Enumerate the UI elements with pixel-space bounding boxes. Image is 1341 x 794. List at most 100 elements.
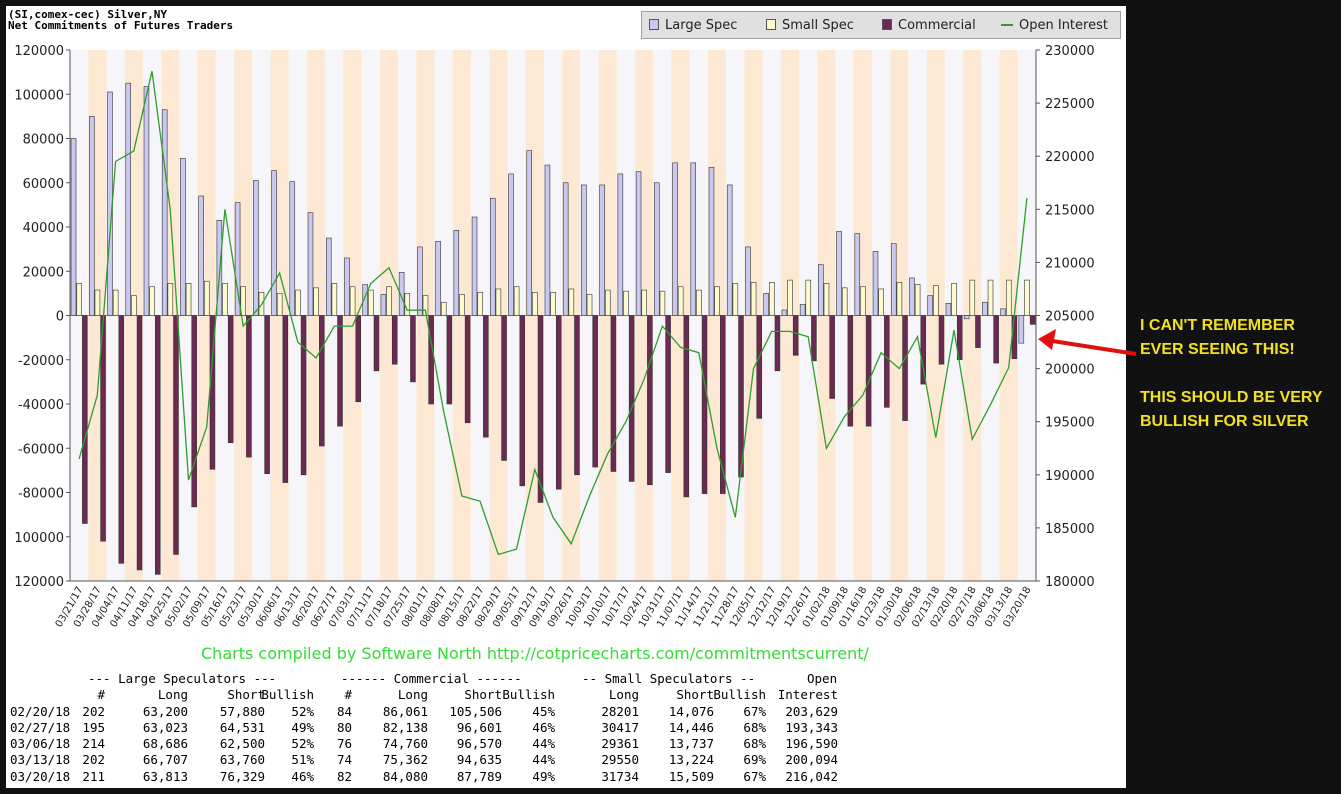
- legend-label-commercial: Commercial: [898, 18, 976, 33]
- legend-item-open-interest: Open Interest: [1001, 18, 1108, 33]
- small-spec-bar: [605, 289, 611, 316]
- large-spec-bar: [125, 82, 131, 316]
- table-cell: 202: [82, 752, 105, 768]
- table-cell: 96,601: [456, 719, 502, 735]
- table-cell: 51%: [291, 752, 314, 768]
- large-spec-bar: [362, 284, 368, 316]
- small-spec-bar: [732, 283, 739, 316]
- table-cell: 52%: [291, 703, 314, 719]
- table-cell: 84,080: [382, 768, 428, 784]
- large-spec-bar: [490, 197, 496, 316]
- large-spec-bar: [690, 162, 697, 316]
- left-tick-label: -60000: [18, 442, 64, 457]
- large-spec-bar: [508, 173, 514, 316]
- commercial-bar: [191, 315, 197, 508]
- table-cell: 76: [336, 736, 352, 752]
- legend-line-open-interest: [1001, 24, 1013, 26]
- commercial-bar: [902, 315, 908, 421]
- small-spec-bar: [477, 291, 483, 316]
- table-cell: 193,343: [785, 719, 838, 735]
- right-tick-label: 205000: [1045, 310, 1095, 325]
- table-cell: 02/20/18: [10, 703, 71, 719]
- small-spec-bar: [404, 293, 411, 316]
- commercial-bar: [373, 315, 380, 372]
- right-tick-label: 190000: [1045, 469, 1095, 484]
- table-cell: 03/20/18: [10, 768, 71, 784]
- left-tick-label: 0: [56, 310, 64, 325]
- table-cell: 63,760: [219, 752, 265, 768]
- commercial-bar: [118, 315, 125, 564]
- large-spec-bar: [289, 181, 296, 316]
- table-cell: Open: [807, 671, 838, 686]
- large-spec-bar: [599, 184, 605, 316]
- table-cell: 44%: [532, 752, 555, 768]
- legend-item-commercial: Commercial: [882, 18, 976, 33]
- table-cell: 63,200: [142, 703, 188, 719]
- large-spec-bar: [271, 170, 277, 316]
- large-spec-bar: [836, 231, 842, 316]
- table-cell: 216,042: [785, 768, 838, 784]
- table-cell: Long: [397, 687, 428, 703]
- red-arrow-icon: [1038, 329, 1137, 356]
- small-spec-bar: [623, 290, 629, 316]
- small-spec-bar: [933, 285, 939, 316]
- cot-chart: 120000100000800006000040000200000-20000-…: [14, 44, 1095, 629]
- large-spec-bar: [818, 264, 824, 316]
- table-cell: 86,061: [382, 703, 428, 719]
- commercial-bar: [592, 315, 598, 468]
- table-cell: 67%: [743, 703, 766, 719]
- large-spec-bar: [325, 237, 332, 316]
- table-cell: 03/06/18: [10, 736, 71, 752]
- large-spec-bar: [726, 184, 733, 316]
- right-tick-label: 200000: [1045, 363, 1095, 378]
- commercial-bar: [647, 315, 653, 486]
- table-cell: 82: [336, 768, 352, 784]
- commercial-bar: [865, 315, 872, 427]
- left-tick-label: 80000: [23, 133, 64, 148]
- table-row: 03/06/18 214 68,686 62,500 52% 76 74,760 96,570…: [10, 736, 870, 752]
- table-cell: 75,362: [382, 752, 428, 768]
- annotation-line-3: THIS SHOULD BE VERY: [1140, 389, 1323, 406]
- legend-label-large-spec: Large Spec: [665, 18, 738, 33]
- large-spec-bar: [526, 150, 532, 316]
- table-cell: 46%: [291, 768, 314, 784]
- large-spec-bar: [708, 166, 715, 316]
- table-cell: Interest: [777, 687, 838, 703]
- small-spec-bar: [331, 283, 338, 316]
- small-spec-bar: [222, 283, 228, 316]
- legend-item-large-spec: Large Spec: [649, 18, 737, 33]
- small-spec-bar: [787, 279, 793, 316]
- small-spec-bar: [805, 279, 812, 316]
- commercial-bar: [319, 315, 325, 447]
- left-tick-label: 100000: [14, 88, 64, 103]
- large-spec-bar: [180, 158, 186, 316]
- table-cell: 03/13/18: [10, 752, 71, 768]
- table-cell: 196,590: [785, 736, 838, 752]
- commercial-bar: [154, 315, 161, 575]
- small-spec-bar: [167, 283, 174, 316]
- table-cell: Long: [157, 687, 188, 703]
- cot-table: --- Large Speculators --- ------ Commerci…: [10, 671, 870, 785]
- table-cell: -- Small Speculators --: [582, 671, 756, 686]
- legend-swatch-commercial: [882, 19, 892, 30]
- small-spec-bar: [1005, 279, 1012, 316]
- legend: Large Spec Small Spec Commercial Open In…: [641, 11, 1121, 39]
- table-cell: 14,446: [668, 719, 714, 735]
- right-tick-label: 215000: [1045, 203, 1095, 218]
- left-tick-label: 100000: [14, 531, 64, 546]
- table-cell: Bullish: [502, 687, 555, 703]
- left-tick-label: 120000: [14, 575, 64, 590]
- large-spec-bar: [380, 294, 387, 316]
- large-spec-bar: [654, 182, 660, 316]
- left-tick-label: 120000: [14, 44, 64, 59]
- table-row: 02/20/18 202 63,200 57,880 52% 84 86,061 105,50…: [10, 704, 870, 720]
- small-spec-bar: [422, 295, 429, 316]
- right-tick-label: 225000: [1045, 97, 1095, 112]
- commercial-bar: [464, 315, 471, 424]
- table-cell: #: [344, 687, 352, 703]
- table-cell: 94,635: [456, 752, 502, 768]
- small-spec-bar: [878, 288, 884, 316]
- small-spec-bar: [276, 293, 283, 316]
- commercial-bar: [756, 315, 762, 419]
- table-cell: 44%: [532, 736, 555, 752]
